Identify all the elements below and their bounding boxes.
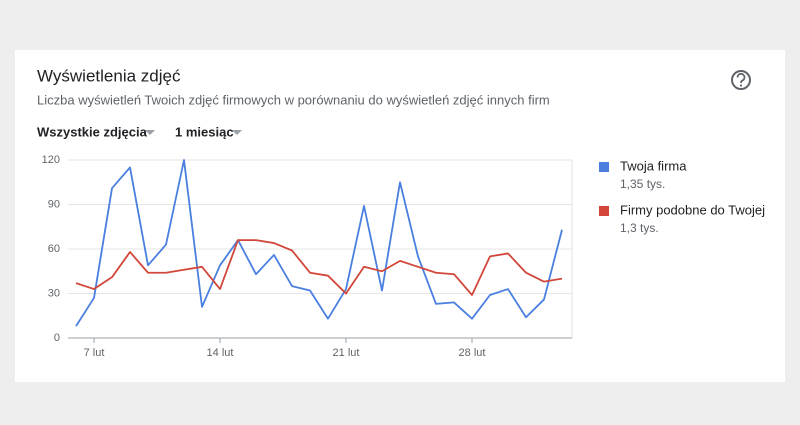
photo-filter[interactable]: Wszystkie zdjęcia [37, 124, 148, 139]
x-tick-label: 28 lut [459, 347, 486, 359]
legend-label: Twoja firma [620, 158, 687, 173]
card-title: Wyświetlenia zdjęć [37, 66, 181, 85]
legend-total: 1,3 tys. [620, 221, 659, 235]
card-subtitle: Liczba wyświetleń Twoich zdjęć firmowych… [37, 92, 550, 107]
legend-swatch [599, 162, 609, 172]
y-tick-label: 30 [48, 287, 60, 299]
y-tick-label: 120 [42, 154, 60, 166]
x-tick-label: 7 lut [84, 347, 105, 359]
x-tick-label: 14 lut [207, 347, 234, 359]
x-tick-label: 21 lut [333, 347, 360, 359]
series-line [75, 159, 563, 327]
series-line [75, 239, 563, 296]
legend-label: Firmy podobne do Twojej [620, 202, 765, 217]
dropdown-arrow[interactable] [145, 130, 155, 135]
legend-swatch [599, 206, 609, 216]
legend-total: 1,35 tys. [620, 177, 665, 191]
y-tick-label: 90 [48, 198, 60, 210]
period-filter[interactable]: 1 miesiąc [175, 124, 234, 139]
dropdown-arrow[interactable] [232, 130, 242, 135]
card [15, 50, 785, 382]
help-icon[interactable] [731, 70, 751, 90]
y-tick-label: 0 [54, 332, 60, 344]
y-tick-label: 60 [48, 243, 60, 255]
